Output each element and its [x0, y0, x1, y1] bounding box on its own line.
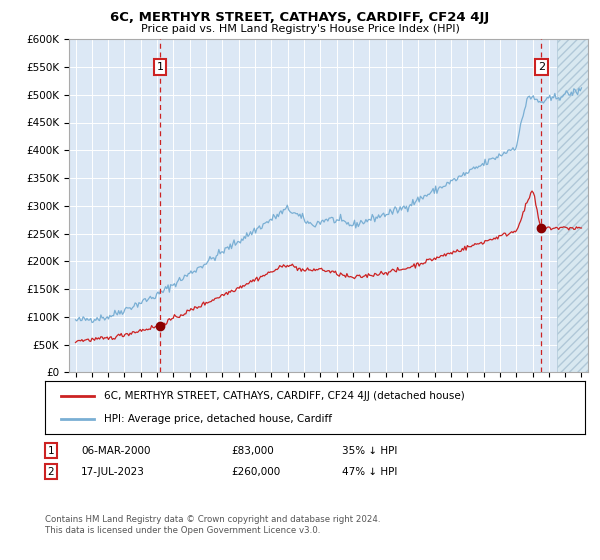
Text: 2: 2 [47, 466, 55, 477]
Text: Price paid vs. HM Land Registry's House Price Index (HPI): Price paid vs. HM Land Registry's House … [140, 24, 460, 34]
Text: 06-MAR-2000: 06-MAR-2000 [81, 446, 151, 456]
Text: £260,000: £260,000 [231, 466, 280, 477]
Text: 35% ↓ HPI: 35% ↓ HPI [342, 446, 397, 456]
Text: HPI: Average price, detached house, Cardiff: HPI: Average price, detached house, Card… [104, 414, 332, 424]
Text: Contains HM Land Registry data © Crown copyright and database right 2024.
This d: Contains HM Land Registry data © Crown c… [45, 515, 380, 535]
Text: 1: 1 [47, 446, 55, 456]
Text: £83,000: £83,000 [231, 446, 274, 456]
Bar [557, 39, 588, 372]
Text: 6C, MERTHYR STREET, CATHAYS, CARDIFF, CF24 4JJ: 6C, MERTHYR STREET, CATHAYS, CARDIFF, CF… [110, 11, 490, 24]
Text: 1: 1 [157, 62, 164, 72]
Text: 2: 2 [538, 62, 545, 72]
Text: 6C, MERTHYR STREET, CATHAYS, CARDIFF, CF24 4JJ (detached house): 6C, MERTHYR STREET, CATHAYS, CARDIFF, CF… [104, 391, 465, 401]
Text: 17-JUL-2023: 17-JUL-2023 [81, 466, 145, 477]
Text: 47% ↓ HPI: 47% ↓ HPI [342, 466, 397, 477]
